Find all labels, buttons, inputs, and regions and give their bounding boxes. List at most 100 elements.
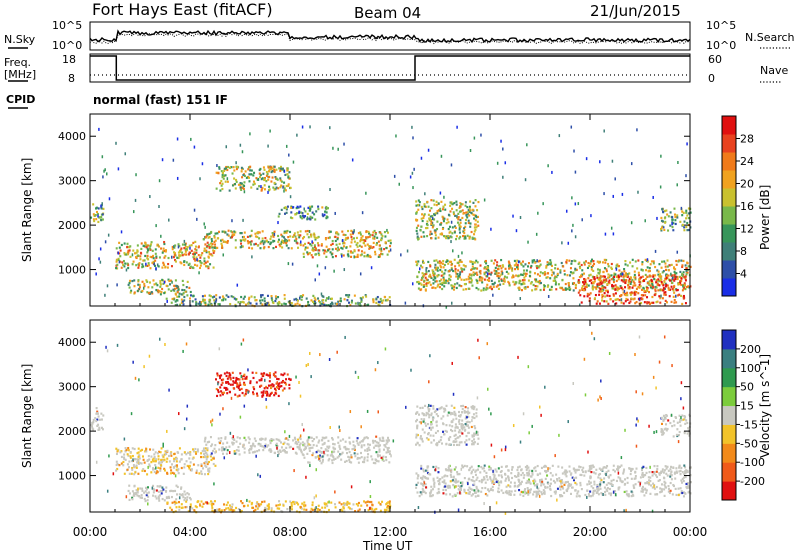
velocity-echo-cell: [304, 447, 307, 451]
power-echo-cell: [183, 260, 186, 263]
velocity-echo-cell: [100, 426, 103, 429]
power-echo-cell: [609, 298, 612, 301]
velocity-echo-cell: [341, 451, 344, 454]
velocity-echo-cell: [360, 444, 363, 447]
power-echo-cell: [431, 269, 434, 272]
power-echo-cell: [520, 273, 523, 276]
velocity-echo-cell: [368, 448, 371, 452]
power-echo-cell: [191, 300, 194, 303]
velocity-echo-cell: [297, 446, 300, 449]
power-echo-cell: [424, 288, 427, 291]
power-echo-cell: [104, 293, 106, 297]
power-echo-cell: [428, 275, 431, 278]
power-echo-cell: [654, 288, 657, 291]
velocity-echo-cell: [266, 504, 269, 507]
velocity-echo-cell: [143, 461, 146, 464]
velocity-echo-cell: [98, 418, 101, 421]
power-echo-cell: [433, 276, 436, 279]
velocity-echo-cell: [131, 490, 134, 493]
velocity-echo-cell: [231, 371, 234, 374]
power-echo-cell: [339, 300, 342, 303]
velocity-echo-cell: [299, 442, 302, 445]
velocity-echo-cell: [126, 463, 129, 466]
velocity-echo-cell: [144, 450, 147, 453]
power-echo-cell: [209, 298, 212, 301]
power-echo-cell: [565, 259, 568, 262]
power-echo-cell: [676, 275, 679, 279]
velocity-echo-cell: [208, 467, 211, 470]
power-echo-cell: [131, 263, 134, 266]
power-echo-cell: [137, 283, 140, 286]
power-echo-cell: [441, 270, 444, 273]
power-echo-cell: [533, 259, 536, 262]
power-echo-cell: [322, 299, 325, 302]
power-echo-cell: [404, 301, 407, 305]
power-echo-cell: [523, 279, 526, 282]
power-echo-cell: [129, 255, 132, 258]
velocity-echo-cell: [463, 409, 466, 413]
velocity-echo-cell: [359, 441, 362, 444]
power-echo-cell: [275, 245, 278, 249]
power-echo-cell: [595, 287, 598, 291]
power-echo-cell: [146, 254, 149, 257]
velocity-echo-cell: [325, 436, 328, 439]
power-echo-cell: [492, 283, 495, 286]
velocity-echo-cell: [163, 499, 166, 502]
power-echo-cell: [285, 242, 288, 245]
power-echo-cell: [259, 173, 262, 177]
power-echo-cell: [154, 248, 157, 251]
velocity-echo-cell: [131, 447, 134, 450]
velocity-echo-cell: [510, 472, 513, 475]
power-echo-cell: [427, 148, 430, 152]
power-echo-cell: [672, 288, 675, 291]
power-echo-cell: [644, 258, 647, 261]
velocity-echo-cell: [214, 450, 217, 454]
power-echo-cell: [485, 271, 488, 274]
velocity-echo-cell: [194, 451, 197, 454]
power-echo-cell: [340, 253, 343, 256]
power-echo-cell: [660, 229, 663, 232]
power-echo-cell: [503, 277, 506, 280]
power-echo-cell: [247, 175, 250, 179]
velocity-echo-cell: [464, 406, 467, 409]
velocity-echo-cell: [252, 392, 255, 396]
power-echo-cell: [526, 265, 529, 268]
power-echo-cell: [128, 286, 131, 289]
velocity-echo-cell: [229, 378, 232, 381]
velocity-echo-cell: [95, 406, 98, 410]
velocity-echo-cell: [136, 494, 139, 497]
power-echo-cell: [686, 142, 688, 146]
power-echo-cell: [127, 249, 130, 252]
power-echo-cell: [241, 150, 244, 154]
power-echo-cell: [425, 271, 428, 274]
power-echo-cell: [129, 245, 132, 248]
velocity-echo-cell: [317, 449, 320, 452]
velocity-echo-cell: [254, 508, 257, 511]
power-echo-cell: [492, 293, 494, 297]
power-echo-cell: [681, 265, 684, 268]
velocity-echo-cell: [677, 487, 680, 490]
velocity-echo-cell: [415, 472, 418, 475]
velocity-echo-cell: [471, 493, 474, 496]
power-echo-cell: [583, 272, 586, 275]
power-echo-cell: [190, 249, 193, 252]
power-echo-cell: [145, 244, 148, 247]
power-echo-cell: [468, 210, 471, 213]
power-echo-cell: [99, 260, 102, 264]
power-echo-cell: [314, 247, 317, 250]
power-echo-cell: [431, 217, 434, 221]
power-echo-cell: [188, 251, 191, 254]
power-echo-cell: [308, 303, 311, 307]
power-echo-cell: [325, 211, 328, 214]
velocity-echo-cell: [100, 412, 103, 415]
power-echo-cell: [336, 236, 339, 239]
velocity-echo-cell: [286, 442, 289, 446]
power-echo-cell: [185, 253, 188, 256]
velocity-echo-cell: [258, 504, 261, 507]
velocity-echo-cell: [148, 463, 151, 466]
velocity-echo-cell: [374, 458, 377, 462]
velocity-echo-cell: [644, 482, 647, 485]
power-echo-cell: [208, 300, 211, 303]
power-echo-cell: [137, 263, 140, 266]
velocity-echo-cell: [371, 439, 374, 442]
